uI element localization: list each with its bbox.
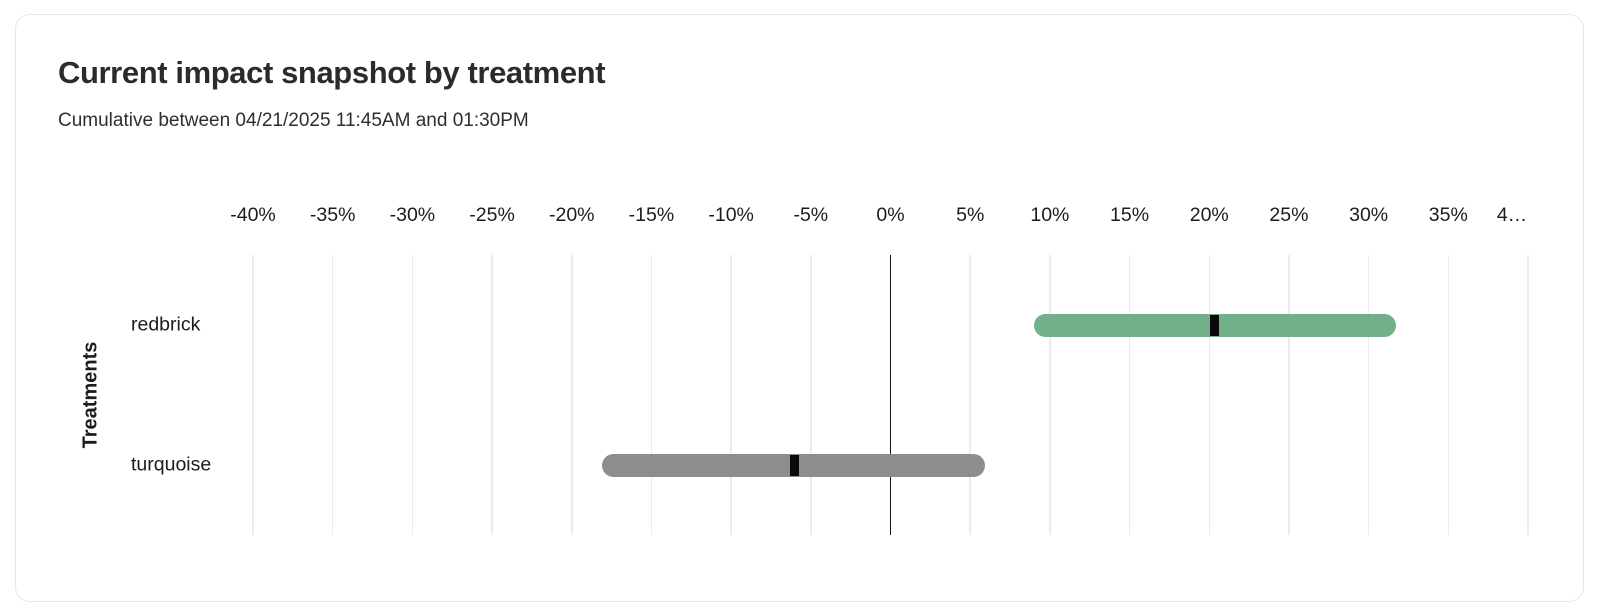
grid-line (969, 255, 971, 535)
x-tick-label: -20% (548, 204, 595, 226)
category-label-turquoise: turquoise (131, 453, 212, 476)
grid-line (730, 255, 732, 535)
grid-line (1288, 255, 1290, 535)
y-axis-title: Treatments (79, 341, 102, 449)
grid-line (411, 255, 414, 535)
point-marker-redbrick[interactable] (1209, 314, 1219, 336)
zero-axis-line (889, 255, 892, 535)
x-tick-label: -35% (309, 204, 356, 226)
grid-line (1447, 255, 1450, 535)
grid-line (810, 255, 812, 535)
grid-line (331, 255, 334, 535)
x-tick-label: 25% (1269, 204, 1309, 226)
grid-line (1128, 255, 1131, 535)
x-tick-label: 30% (1349, 204, 1389, 226)
category-label-redbrick: redbrick (131, 313, 201, 336)
grid-line (252, 255, 254, 535)
grid-line (1527, 255, 1529, 535)
x-tick-label: 15% (1110, 204, 1150, 226)
x-tick-label: -30% (389, 204, 436, 226)
x-tick-label: -25% (469, 204, 515, 226)
chart-card: Current impact snapshot by treatment Cum… (15, 14, 1584, 602)
x-tick-label: -40% (230, 204, 276, 226)
grid-line (1208, 255, 1210, 535)
grid-line (650, 255, 653, 535)
x-tick-label: -5% (793, 204, 829, 226)
grid-line (491, 255, 493, 535)
x-tick-label: 20% (1189, 204, 1229, 226)
x-tick-label: 35% (1428, 204, 1468, 226)
x-tick-label: 5% (956, 204, 985, 226)
x-tick-label: -15% (628, 204, 675, 226)
grid-line (1367, 255, 1370, 535)
x-tick-label: 10% (1030, 204, 1070, 226)
x-tick-label: 0% (876, 204, 905, 226)
grid-line (571, 255, 573, 535)
x-tick-label: 4… (1496, 204, 1528, 226)
x-tick-label: -10% (708, 204, 754, 226)
chart-title: Current impact snapshot by treatment (58, 55, 606, 90)
point-marker-turquoise[interactable] (790, 454, 800, 476)
grid-line (1049, 255, 1051, 535)
chart-subtitle: Cumulative between 04/21/2025 11:45AM an… (58, 110, 529, 131)
